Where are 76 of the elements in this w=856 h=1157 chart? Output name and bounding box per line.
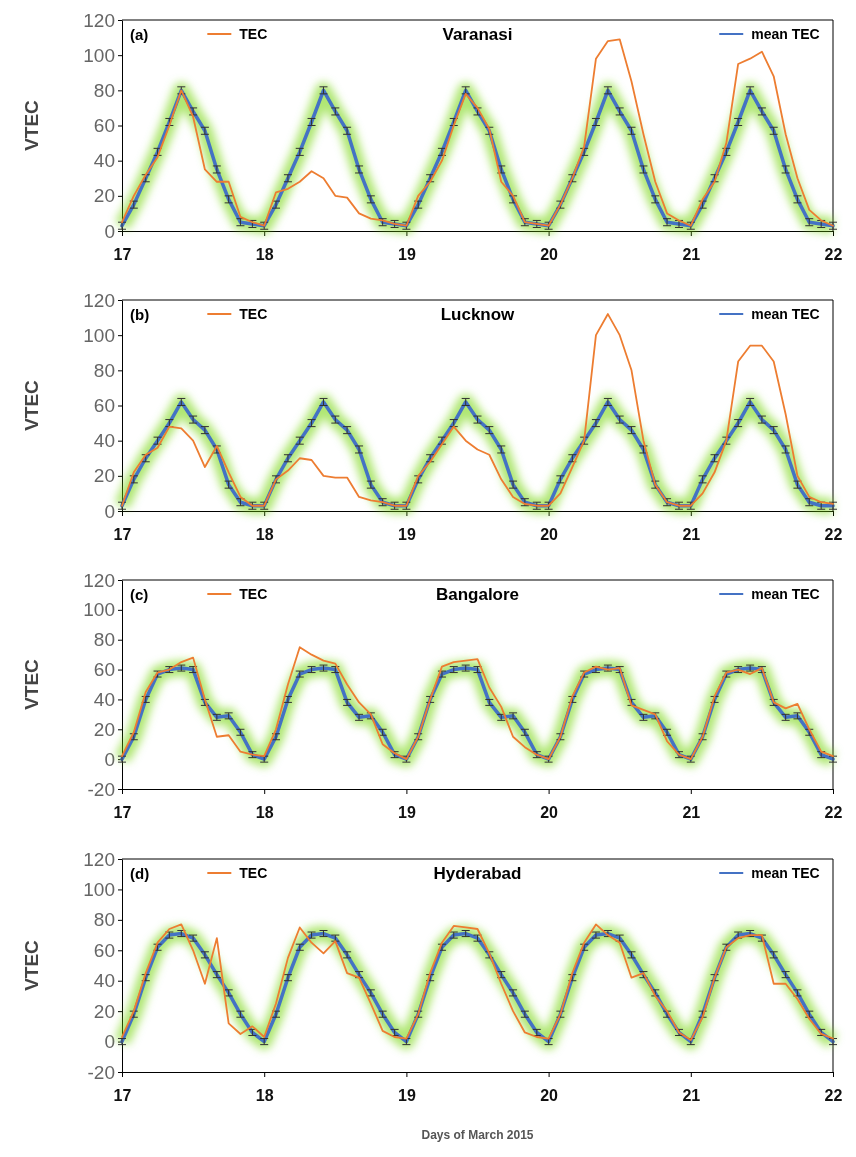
legend-label: TEC — [239, 306, 268, 322]
annotation: (a) — [130, 26, 149, 43]
y-tick-label: 60 — [93, 659, 115, 681]
x-tick-label: 19 — [398, 803, 416, 821]
chart-title: Bangalore — [435, 585, 520, 604]
annotation: (d) — [130, 865, 150, 882]
x-tick-label: 18 — [255, 1086, 274, 1104]
y-tick-label: 40 — [93, 150, 115, 172]
y-tick-label: 120 — [83, 9, 115, 31]
x-tick-label: 20 — [540, 803, 559, 821]
y-axis-title: VTEC — [21, 379, 42, 431]
y-tick-label: 100 — [83, 879, 115, 901]
x-tick-label: 20 — [540, 525, 559, 543]
y-tick-label: 20 — [93, 465, 115, 487]
legend-label: TEC — [239, 586, 268, 602]
y-tick-label: 40 — [93, 430, 115, 452]
y-tick-label: 80 — [93, 629, 115, 651]
chart-title: Hyderabad — [433, 864, 522, 883]
y-tick-label: 40 — [93, 970, 115, 992]
y-tick-label: -20 — [87, 1061, 115, 1083]
y-tick-label: 100 — [83, 599, 115, 621]
y-tick-label: 60 — [93, 395, 115, 417]
y-tick-label: 80 — [93, 359, 115, 381]
x-tick-label: 21 — [682, 525, 701, 543]
y-tick-label: 100 — [83, 44, 115, 66]
y-tick-label: 80 — [93, 909, 115, 931]
legend-label: mean TEC — [751, 586, 820, 602]
y-tick-label: 0 — [104, 748, 115, 770]
legend-label: mean TEC — [751, 26, 820, 42]
legend-label: mean TEC — [751, 865, 820, 881]
x-tick-label: 20 — [540, 245, 559, 263]
y-tick-label: 100 — [83, 324, 115, 346]
y-tick-label: 80 — [93, 79, 115, 101]
x-axis-title: Days of March 2015 — [421, 1128, 534, 1142]
y-tick-label: 60 — [93, 115, 115, 137]
annotation: (c) — [130, 586, 149, 603]
x-tick-label: 17 — [113, 525, 132, 543]
chart-title: Lucknow — [440, 305, 516, 324]
y-tick-label: 40 — [93, 689, 115, 711]
x-tick-label: 19 — [398, 245, 416, 263]
x-tick-label: 19 — [398, 1086, 416, 1104]
x-tick-label: 17 — [113, 803, 132, 821]
x-tick-label: 19 — [398, 525, 416, 543]
x-tick-label: 21 — [682, 803, 701, 821]
y-tick-label: 60 — [93, 939, 115, 961]
x-tick-label: 22 — [824, 245, 843, 263]
y-tick-label: -20 — [87, 778, 115, 800]
y-axis-title: VTEC — [21, 939, 42, 991]
y-tick-label: 20 — [93, 718, 115, 740]
y-axis-title: VTEC — [21, 99, 42, 151]
y-tick-label: 0 — [104, 500, 115, 522]
y-tick-label: 0 — [104, 1031, 115, 1053]
legend-label: TEC — [239, 865, 268, 881]
legend-label: TEC — [239, 26, 268, 42]
x-tick-label: 21 — [682, 1086, 701, 1104]
y-tick-label: 120 — [83, 289, 115, 311]
line-series — [121, 646, 834, 761]
x-tick-label: 22 — [824, 525, 843, 543]
x-tick-label: 18 — [255, 803, 274, 821]
x-tick-label: 17 — [113, 1086, 132, 1104]
x-tick-label: 18 — [255, 245, 274, 263]
x-tick-label: 22 — [824, 803, 843, 821]
x-tick-label: 22 — [824, 1086, 843, 1104]
y-tick-label: 20 — [93, 1000, 115, 1022]
x-tick-label: 17 — [113, 245, 132, 263]
x-tick-label: 18 — [255, 525, 274, 543]
legend-label: mean TEC — [751, 306, 820, 322]
x-tick-label: 20 — [540, 1086, 559, 1104]
y-axis-title: VTEC — [21, 658, 42, 710]
chart-title: Varanasi — [442, 25, 513, 44]
y-tick-label: 120 — [83, 569, 115, 591]
annotation: (b) — [130, 306, 150, 323]
y-tick-label: 0 — [104, 220, 115, 242]
x-tick-label: 21 — [682, 245, 701, 263]
y-tick-label: 120 — [83, 848, 115, 870]
y-tick-label: 20 — [93, 185, 115, 207]
